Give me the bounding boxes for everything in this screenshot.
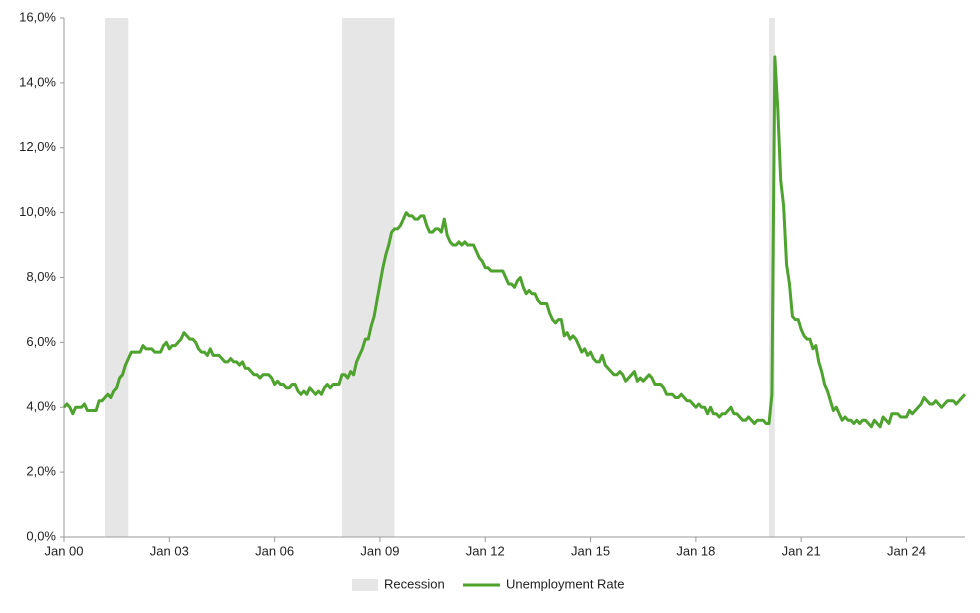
- x-tick-label: Jan 18: [676, 543, 715, 558]
- y-tick-label: 16,0%: [19, 9, 56, 24]
- legend-swatch: [352, 579, 378, 591]
- x-tick-label: Jan 06: [255, 543, 294, 558]
- x-tick-label: Jan 21: [782, 543, 821, 558]
- y-tick-label: 12,0%: [19, 139, 56, 154]
- legend-label: Recession: [384, 576, 445, 591]
- data-line: [62, 55, 967, 429]
- y-tick-label: 14,0%: [19, 74, 56, 89]
- x-tick-label: Jan 12: [466, 543, 505, 558]
- recession-band: [104, 18, 129, 537]
- y-tick-label: 0,0%: [26, 528, 56, 543]
- y-tick-label: 4,0%: [26, 399, 56, 414]
- x-tick-label: Jan 03: [150, 543, 189, 558]
- y-tick-label: 8,0%: [26, 269, 56, 284]
- y-tick-label: 2,0%: [26, 464, 56, 479]
- legend-label: Unemployment Rate: [506, 576, 625, 591]
- x-tick-label: Jan 00: [44, 543, 83, 558]
- x-tick-label: Jan 09: [360, 543, 399, 558]
- x-tick-label: Jan 24: [887, 543, 926, 558]
- x-tick-label: Jan 15: [571, 543, 610, 558]
- y-tick-label: 10,0%: [19, 204, 56, 219]
- y-tick-label: 6,0%: [26, 334, 56, 349]
- recession-band: [341, 18, 395, 537]
